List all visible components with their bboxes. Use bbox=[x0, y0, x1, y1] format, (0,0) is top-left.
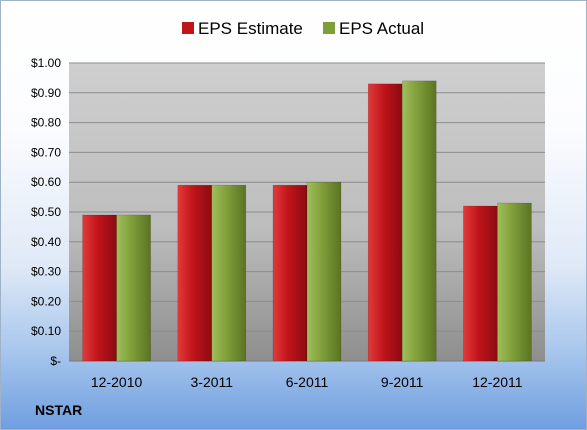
x-tick-label: 9-2011 bbox=[381, 374, 424, 390]
legend-swatch-actual bbox=[323, 22, 335, 34]
y-tick-label: $0.70 bbox=[31, 145, 61, 159]
y-tick-label: $0.80 bbox=[31, 116, 61, 130]
y-tick-label: $1.00 bbox=[31, 56, 61, 70]
bar-eps-estimate bbox=[177, 184, 213, 362]
bar-eps-actual bbox=[306, 181, 342, 362]
bar-eps-actual bbox=[497, 202, 532, 362]
bar-eps-estimate bbox=[463, 205, 498, 362]
bar-eps-actual bbox=[116, 214, 151, 362]
x-axis-ticks: 12-2010 3-2011 6-2011 9-2011 12-2011 bbox=[91, 374, 523, 390]
y-tick-label: $0.60 bbox=[31, 175, 61, 189]
y-tick-label: $0.90 bbox=[31, 86, 61, 100]
legend-swatch-estimate bbox=[182, 22, 194, 34]
y-axis-ticks: $- $0.10 $0.20 $0.30 $0.40 $0.50 $0.60 $0.70 $0.… bbox=[31, 56, 61, 368]
x-tick-label: 3-2011 bbox=[191, 374, 234, 390]
bar-eps-estimate bbox=[272, 184, 308, 362]
company-label: NSTAR bbox=[35, 402, 83, 418]
x-tick-label: 12-2010 bbox=[91, 374, 143, 390]
bar-eps-estimate bbox=[82, 214, 117, 362]
y-tick-label: $0.30 bbox=[31, 265, 61, 279]
bar-eps-actual bbox=[401, 80, 437, 362]
bar-eps-estimate bbox=[367, 83, 403, 362]
x-tick-label: 6-2011 bbox=[286, 374, 329, 390]
y-tick-label: $- bbox=[50, 354, 61, 368]
legend-label-estimate: EPS Estimate bbox=[198, 19, 303, 38]
y-tick-label: $0.10 bbox=[31, 324, 61, 338]
y-tick-label: $0.20 bbox=[31, 294, 61, 308]
bar-eps-actual bbox=[211, 184, 247, 362]
legend-label-actual: EPS Actual bbox=[339, 19, 424, 38]
bars bbox=[82, 80, 532, 362]
y-tick-label: $0.50 bbox=[31, 205, 61, 219]
x-tick-label: 12-2011 bbox=[472, 374, 523, 390]
y-tick-label: $0.40 bbox=[31, 235, 61, 249]
legend: EPS Estimate EPS Actual bbox=[182, 19, 424, 38]
